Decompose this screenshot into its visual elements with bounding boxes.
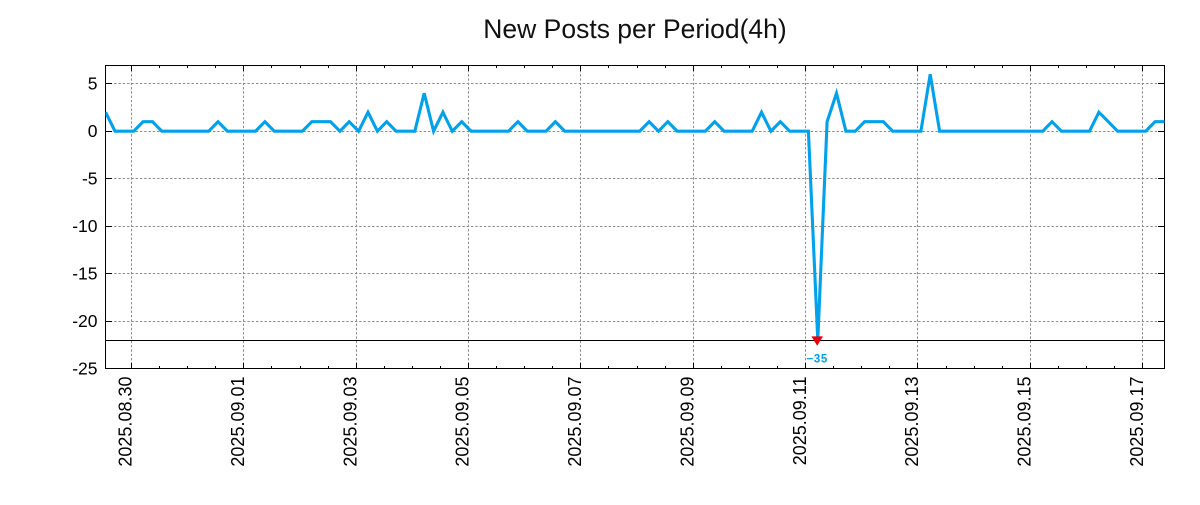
svg-text:−35: −35 [807, 354, 828, 366]
svg-text:2025.09.05: 2025.09.05 [453, 377, 473, 467]
svg-text:-10: -10 [72, 216, 98, 236]
svg-text:2025.09.15: 2025.09.15 [1015, 377, 1035, 467]
svg-text:2025.09.17: 2025.09.17 [1127, 377, 1147, 467]
svg-text:-5: -5 [82, 168, 98, 188]
svg-text:2025.09.13: 2025.09.13 [902, 377, 922, 467]
svg-text:5: 5 [88, 73, 98, 93]
svg-text:2025.09.11: 2025.09.11 [790, 377, 810, 466]
svg-text:-25: -25 [72, 358, 97, 378]
svg-text:New Posts per Period(4h): New Posts per Period(4h) [483, 14, 786, 44]
svg-text:-15: -15 [72, 263, 97, 283]
svg-text:0: 0 [88, 121, 98, 141]
svg-text:2025.09.07: 2025.09.07 [565, 377, 585, 467]
svg-text:2025.09.09: 2025.09.09 [678, 377, 698, 467]
svg-text:2025.09.03: 2025.09.03 [340, 377, 360, 467]
svg-text:2025.08.30: 2025.08.30 [116, 377, 136, 467]
svg-text:2025.09.01: 2025.09.01 [228, 377, 248, 467]
svg-text:-20: -20 [72, 311, 98, 331]
